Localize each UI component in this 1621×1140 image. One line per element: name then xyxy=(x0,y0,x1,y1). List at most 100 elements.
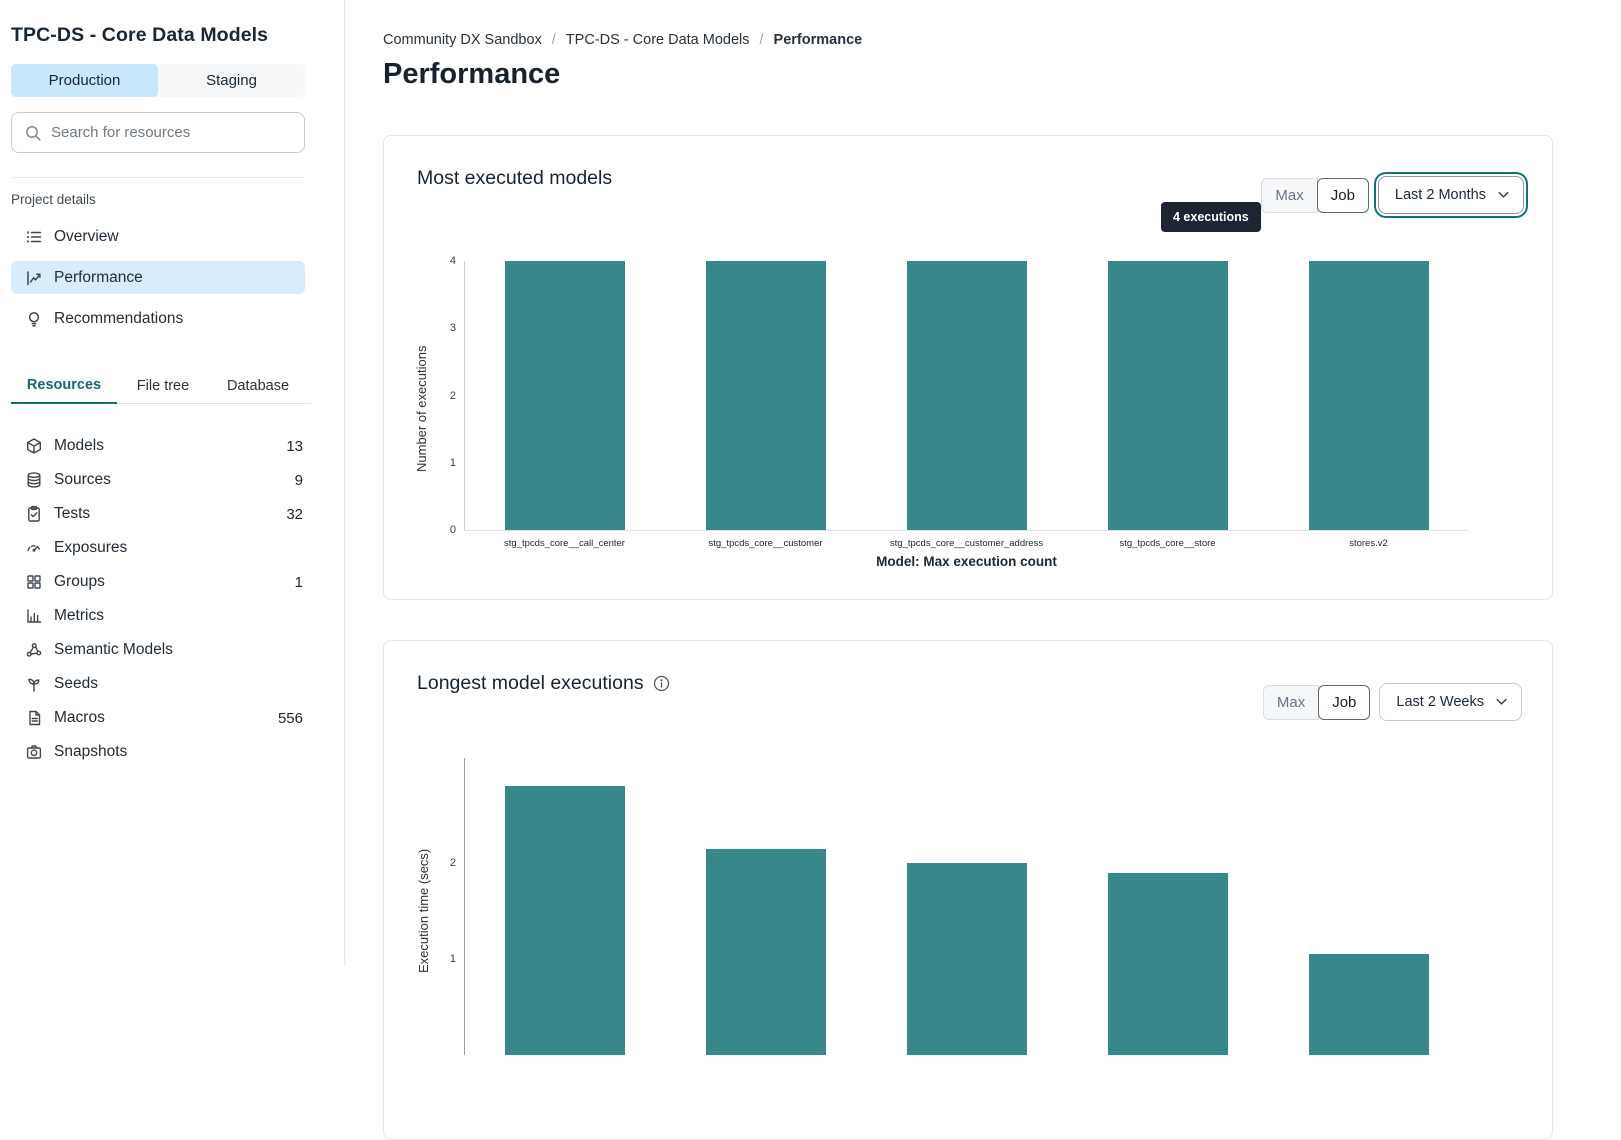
date-range-value: Last 2 Weeks xyxy=(1396,694,1484,710)
list-icon xyxy=(25,228,43,246)
resource-label: Sources xyxy=(54,471,111,488)
date-range-select[interactable]: Last 2 Weeks xyxy=(1379,683,1522,721)
bar[interactable] xyxy=(1107,872,1228,1055)
grid-icon xyxy=(25,573,43,591)
sidebar-item-seeds[interactable]: Seeds xyxy=(11,669,305,699)
x-category-label: stg_tpcds_core__store xyxy=(1119,538,1216,549)
date-range-select[interactable]: Last 2 Months xyxy=(1377,176,1524,214)
sidebar-item-models[interactable]: Models 13 xyxy=(11,431,305,461)
breadcrumb-project[interactable]: TPC-DS - Core Data Models xyxy=(565,32,750,48)
info-icon[interactable] xyxy=(653,675,670,692)
resource-label: Seeds xyxy=(54,675,98,692)
x-category-label: stg_tpcds_core__customer_address xyxy=(889,538,1044,549)
bar[interactable] xyxy=(705,261,826,530)
resource-label: Tests xyxy=(54,505,91,522)
y-axis-label: Number of executions xyxy=(414,345,429,472)
sidebar-item-label: Overview xyxy=(54,227,119,245)
bar[interactable] xyxy=(504,786,625,1055)
sidebar-item-label: Recommendations xyxy=(54,309,184,327)
bar[interactable] xyxy=(1308,954,1429,1055)
cube-icon xyxy=(25,437,43,455)
env-tab-production[interactable]: Production xyxy=(11,64,158,97)
breadcrumb-separator: / xyxy=(759,32,764,48)
chart-controls: Max Job Last 2 Months xyxy=(1261,176,1524,214)
sidebar-item-semantic-models[interactable]: Semantic Models xyxy=(11,635,305,665)
search-box[interactable] xyxy=(11,112,305,153)
x-axis-line xyxy=(464,530,1469,531)
card-title: Most executed models xyxy=(417,167,613,189)
max-button[interactable]: Max xyxy=(1262,684,1320,720)
bar[interactable] xyxy=(1308,261,1429,530)
sidebar-item-label: Performance xyxy=(54,268,143,286)
sidebar-item-groups[interactable]: Groups 1 xyxy=(11,567,305,597)
max-job-toggle: Max Job xyxy=(1261,177,1369,213)
clipboard-check-icon xyxy=(25,505,43,523)
date-range-value: Last 2 Months xyxy=(1394,187,1486,203)
resource-count: 32 xyxy=(286,505,303,523)
chevron-down-icon xyxy=(1498,191,1509,199)
job-button[interactable]: Job xyxy=(1316,177,1369,213)
sidebar-item-exposures[interactable]: Exposures xyxy=(11,533,305,563)
sidebar-item-sources[interactable]: Sources 9 xyxy=(11,465,305,495)
y-tick-label: 0 xyxy=(449,524,456,536)
sprout-icon xyxy=(25,675,43,693)
max-job-toggle: Max Job xyxy=(1262,684,1371,720)
chevron-down-icon xyxy=(1496,698,1507,706)
bar[interactable] xyxy=(504,261,625,530)
search-input[interactable] xyxy=(51,124,292,141)
x-axis-title: Model: Max execution count xyxy=(876,554,1057,569)
breadcrumb-account[interactable]: Community DX Sandbox xyxy=(383,32,542,48)
sidebar-divider xyxy=(11,177,305,178)
project-details-label: Project details xyxy=(11,192,96,207)
resource-count: 13 xyxy=(286,437,303,455)
job-button[interactable]: Job xyxy=(1318,684,1371,720)
x-category-label: stores.v2 xyxy=(1349,538,1388,549)
sidebar-item-snapshots[interactable]: Snapshots xyxy=(11,737,305,767)
sidebar-item-recommendations[interactable]: Recommendations xyxy=(11,302,305,335)
env-tab-staging[interactable]: Staging xyxy=(206,72,257,89)
max-button[interactable]: Max xyxy=(1261,177,1318,213)
chart-tooltip: 4 executions xyxy=(1161,202,1261,232)
sidebar-item-macros[interactable]: Macros 556 xyxy=(11,703,305,733)
gauge-icon xyxy=(25,539,43,557)
x-category-label: stg_tpcds_core__call_center xyxy=(504,538,625,549)
sidebar-item-metrics[interactable]: Metrics xyxy=(11,601,305,631)
bar[interactable] xyxy=(1107,261,1228,530)
resource-count: 9 xyxy=(294,471,303,489)
resource-count: 556 xyxy=(277,709,303,727)
chart-controls: Max Job Last 2 Weeks xyxy=(1262,683,1522,721)
longest-model-executions-card: Longest model executions Max Job Last 2 … xyxy=(383,640,1553,1140)
tab-resources[interactable]: Resources xyxy=(11,368,117,404)
y-tick-label: 1 xyxy=(449,953,456,965)
sidebar: TPC-DS - Core Data Models Production Sta… xyxy=(0,0,345,966)
sidebar-item-performance[interactable]: Performance xyxy=(11,261,305,294)
y-tick-label: 2 xyxy=(449,857,456,869)
project-title: TPC-DS - Core Data Models xyxy=(11,24,269,46)
breadcrumb-separator: / xyxy=(551,32,556,48)
camera-icon xyxy=(25,743,43,761)
sidebar-item-overview[interactable]: Overview xyxy=(11,220,305,253)
bar[interactable] xyxy=(906,863,1027,1055)
page-title: Performance xyxy=(383,58,561,90)
most-executed-models-card: Most executed models Max Job Last 2 Mont… xyxy=(383,135,1553,600)
resource-label: Semantic Models xyxy=(54,641,173,658)
y-tick-label: 4 xyxy=(449,255,456,267)
card-title-text: Longest model executions xyxy=(417,672,644,694)
bar-chart-icon xyxy=(25,607,43,625)
graph-nodes-icon xyxy=(25,641,43,659)
y-axis-line xyxy=(464,758,465,1055)
line-chart-icon xyxy=(25,269,43,287)
resource-label: Metrics xyxy=(54,607,104,624)
bar[interactable] xyxy=(906,261,1027,530)
resource-label: Snapshots xyxy=(54,743,128,760)
environment-toggle: Production Staging xyxy=(11,64,305,97)
tab-file-tree[interactable]: File tree xyxy=(136,378,190,394)
bar[interactable] xyxy=(705,848,826,1055)
breadcrumb-current: Performance xyxy=(773,32,863,48)
tab-database[interactable]: Database xyxy=(226,378,290,394)
file-text-icon xyxy=(25,709,43,727)
main-content: Community DX Sandbox / TPC-DS - Core Dat… xyxy=(345,0,1621,1140)
sidebar-item-tests[interactable]: Tests 32 xyxy=(11,499,305,529)
y-tick-label: 3 xyxy=(449,322,456,335)
